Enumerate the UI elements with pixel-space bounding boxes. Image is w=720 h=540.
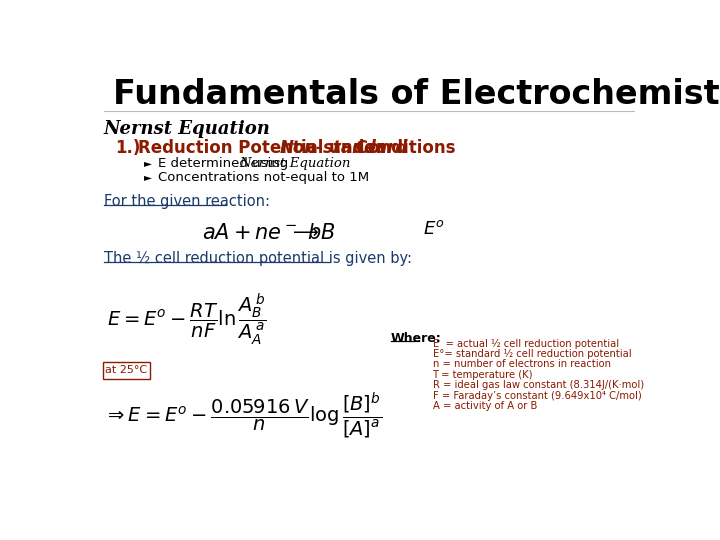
Text: Conditions: Conditions <box>350 139 455 157</box>
Text: A = activity of A or B: A = activity of A or B <box>433 401 537 411</box>
Text: $E^o$: $E^o$ <box>423 220 445 238</box>
Text: at 25°C: at 25°C <box>105 366 148 375</box>
Text: Fundamentals of Electrochemistry: Fundamentals of Electrochemistry <box>113 78 720 111</box>
Text: Nernst Equation: Nernst Equation <box>104 120 271 138</box>
Text: F = Faraday’s constant (9.649x10⁴ C/mol): F = Faraday’s constant (9.649x10⁴ C/mol) <box>433 390 642 401</box>
Text: E  = actual ½ cell reduction potential: E = actual ½ cell reduction potential <box>433 339 618 349</box>
Text: $bB$: $bB$ <box>307 222 336 242</box>
Text: 1.): 1.) <box>114 139 140 157</box>
Text: E°= standard ½ cell reduction potential: E°= standard ½ cell reduction potential <box>433 349 631 359</box>
Text: ►: ► <box>144 172 152 182</box>
Text: For the given reaction:: For the given reaction: <box>104 194 270 210</box>
Text: The ½ cell reduction potential is given by:: The ½ cell reduction potential is given … <box>104 251 412 266</box>
Text: Concentrations not-equal to 1M: Concentrations not-equal to 1M <box>158 171 369 184</box>
Text: R = ideal gas law constant (8.314J/(K·mol): R = ideal gas law constant (8.314J/(K·mo… <box>433 380 644 390</box>
Text: Reduction Potential under: Reduction Potential under <box>138 139 390 157</box>
Text: ⟶: ⟶ <box>293 224 319 242</box>
Text: $E = E^o - \dfrac{RT}{nF} \ln \dfrac{A_B^{\,b}}{A_A^{\,a}}$: $E = E^o - \dfrac{RT}{nF} \ln \dfrac{A_B… <box>107 291 266 347</box>
Text: Where:: Where: <box>391 332 441 345</box>
Text: ►: ► <box>144 158 152 168</box>
Text: E determined using: E determined using <box>158 157 293 170</box>
FancyBboxPatch shape <box>103 362 150 379</box>
Text: Non-standard: Non-standard <box>280 139 408 157</box>
Text: n = number of electrons in reaction: n = number of electrons in reaction <box>433 359 611 369</box>
Text: Nernst Equation: Nernst Equation <box>240 157 351 170</box>
Text: T = temperature (K): T = temperature (K) <box>433 370 533 380</box>
Text: $aA + ne^-$: $aA + ne^-$ <box>202 222 298 242</box>
Text: $\Rightarrow E = E^o - \dfrac{0.05916\,V}{n} \log \dfrac{[B]^b}{[A]^a}$: $\Rightarrow E = E^o - \dfrac{0.05916\,V… <box>104 390 382 440</box>
